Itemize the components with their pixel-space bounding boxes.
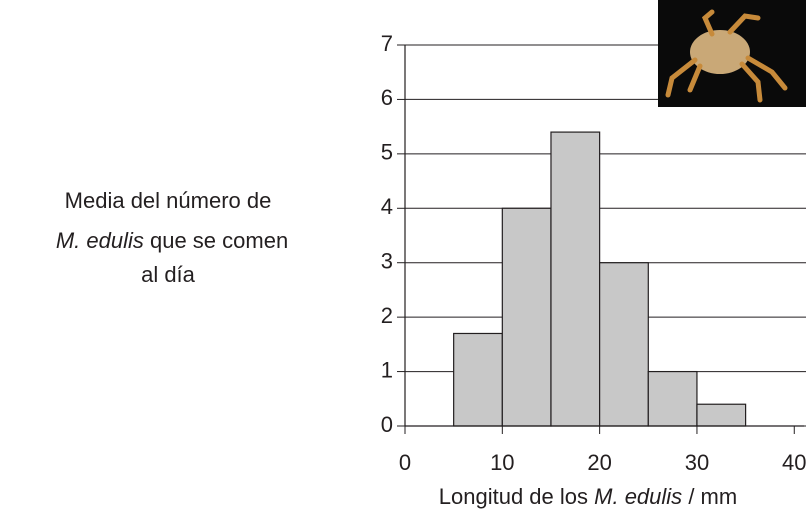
bar	[453, 332, 503, 427]
x-axis-label-part: / mm	[688, 484, 737, 509]
x-axis-label-part: M. edulis	[594, 484, 682, 509]
bar	[647, 370, 698, 427]
y-axis-label-part: M. edulis	[56, 228, 144, 253]
x-tick-label: 40	[782, 450, 806, 475]
y-tick-label: 3	[381, 249, 393, 274]
bar	[550, 131, 601, 427]
y-tick-label: 0	[381, 412, 393, 437]
y-axis-label: al día	[141, 262, 196, 287]
x-tick-label: 10	[490, 450, 514, 475]
y-axis-label-part: que se comen	[150, 228, 288, 253]
y-tick-label: 2	[381, 303, 393, 328]
y-tick-label: 1	[381, 357, 393, 382]
crab-photo	[658, 0, 806, 107]
bar	[599, 262, 649, 427]
bar	[501, 207, 552, 427]
y-axis-label: M. edulis que se comen	[56, 228, 288, 253]
x-tick-label: 30	[685, 450, 709, 475]
y-axis-label: Media del número de	[65, 188, 272, 213]
x-axis-label: Longitud de los M. edulis / mm	[439, 484, 737, 509]
y-tick-label: 4	[381, 194, 393, 219]
x-tick-label: 0	[399, 450, 411, 475]
y-tick-label: 7	[381, 31, 393, 56]
y-tick-label: 6	[381, 85, 393, 110]
bar	[696, 403, 747, 427]
x-axis-label-part: Longitud de los	[439, 484, 588, 509]
x-tick-label: 20	[587, 450, 611, 475]
y-tick-label: 5	[381, 140, 393, 165]
